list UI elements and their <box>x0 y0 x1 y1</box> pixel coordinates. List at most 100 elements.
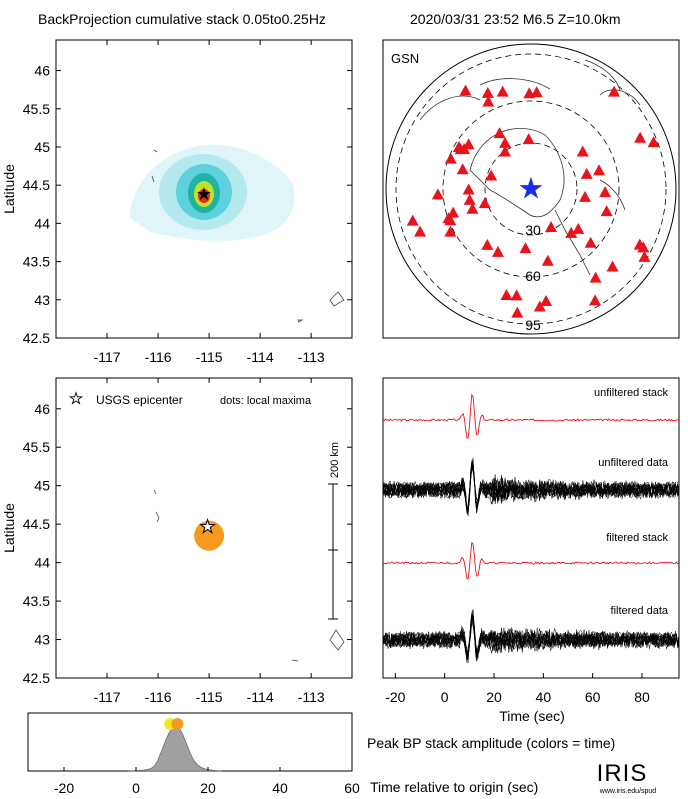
local-maximum-dot <box>194 520 225 551</box>
iris-logo-text: IRIS <box>597 760 648 787</box>
ring-label-60: 60 <box>525 268 541 284</box>
x-tick-label: -115 <box>196 349 223 365</box>
station-triangle <box>459 84 472 96</box>
station-triangle <box>511 306 524 318</box>
station-triangle <box>444 152 457 164</box>
x-tick-label: 60 <box>585 689 601 705</box>
peak-time-dots <box>164 718 184 730</box>
label-filtered-data: filtered data <box>611 605 669 617</box>
station-triangle <box>522 133 535 145</box>
unfiltered-data-trace <box>382 462 680 511</box>
station-triangle <box>493 127 506 139</box>
unfiltered-data-trace <box>382 457 680 510</box>
x-tick-label: 0 <box>132 780 140 796</box>
station-triangle <box>572 222 585 234</box>
network-label: GSN <box>391 51 419 66</box>
y-tick-label: 43.5 <box>23 593 50 609</box>
station-triangle <box>637 241 650 253</box>
y-tick-label: 42.5 <box>23 670 50 686</box>
waveform-xlabel: Time (sec) <box>499 708 565 724</box>
station-triangle <box>491 245 504 257</box>
figure-title: BackProjection cumulative stack 0.05to0.… <box>38 11 326 27</box>
x-tick-label: -20 <box>54 780 74 796</box>
y-tick-label: 44 <box>34 555 50 571</box>
station-triangle <box>519 242 532 254</box>
station-triangle <box>647 136 660 148</box>
station-triangle <box>463 193 476 205</box>
y-tick-label: 45 <box>34 478 50 494</box>
unfiltered-stack-trace <box>382 393 680 439</box>
station-triangle <box>593 164 606 176</box>
y-tick-label: 43.5 <box>23 254 50 270</box>
station-triangle <box>589 294 602 306</box>
cumulative-stack-panel: ★ -117 -116 -115 -114 -113 42.5 43 43.5 44 44.5 45… <box>1 39 353 365</box>
x-tick-label: -113 <box>298 349 325 365</box>
scale-bar-label: 200 km <box>329 442 341 478</box>
filtered-data-trace <box>382 615 680 664</box>
station-triangle <box>496 85 509 97</box>
axes-peak-amplitude: -20 0 20 40 60 <box>54 767 360 796</box>
x-tick-label: -113 <box>298 689 325 705</box>
legend-star-icon: ★ <box>69 391 82 408</box>
station-triangle <box>452 141 465 153</box>
ring-60 <box>442 100 620 278</box>
x-tick-label: -116 <box>145 349 172 365</box>
station-triangle <box>576 145 589 157</box>
x-tick-label: -114 <box>247 349 274 365</box>
station-triangle <box>606 260 619 272</box>
station-triangle <box>500 288 513 300</box>
x-tick-label: 20 <box>486 689 502 705</box>
peak-amplitude-xlabel: Time relative to origin (sec) <box>370 779 538 795</box>
y-tick-label: 46 <box>34 63 50 79</box>
x-tick-label: 80 <box>634 689 650 705</box>
event-header: 2020/03/31 23:52 M6.5 Z=10.0km <box>410 11 621 27</box>
station-triangle <box>599 186 612 198</box>
station-triangle <box>608 85 621 97</box>
station-triangle <box>466 202 479 214</box>
filtered-stack-trace <box>382 541 680 580</box>
station-triangle <box>481 86 494 98</box>
station-map-frame <box>382 39 680 339</box>
peak-amplitude-panel: -20 0 20 40 60 Peak BP stack amplitude (colo… <box>27 712 615 796</box>
legend-epicenter-text: USGS epicenter <box>96 393 183 407</box>
x-tick-label: 20 <box>200 780 216 796</box>
blue-star-icon: ★ <box>518 173 545 206</box>
y-tick-label: 45.5 <box>23 439 50 455</box>
station-triangle <box>406 214 419 226</box>
axes-stack-map: -117 -116 -115 -114 -113 42.5 43 43.5 44 44.5 45 45… <box>1 40 352 365</box>
filtered-data-trace <box>382 613 680 662</box>
y-tick-label: 42.5 <box>23 330 50 346</box>
ring-95 <box>395 53 667 325</box>
peak-amplitude-title: Peak BP stack amplitude (colors = time) <box>367 735 615 751</box>
unfiltered-data-trace <box>382 464 680 515</box>
station-triangle <box>456 163 469 175</box>
station-triangle <box>444 225 457 237</box>
station-triangle <box>462 138 475 150</box>
ring-label-30: 30 <box>525 222 541 238</box>
y-tick-label: 45.5 <box>23 101 50 117</box>
peak-time-dot <box>171 718 184 730</box>
x-tick-label: 60 <box>344 780 360 796</box>
x-tick-label: 0 <box>441 689 449 705</box>
station-triangle <box>541 254 554 266</box>
station-triangle <box>634 131 647 143</box>
y-tick-label: 45 <box>34 139 50 155</box>
x-tick-label: -20 <box>385 689 405 705</box>
ring-30 <box>484 142 578 236</box>
station-triangle <box>431 188 444 200</box>
station-triangle <box>600 205 613 217</box>
station-triangle <box>565 226 578 238</box>
ring-label-95: 95 <box>525 317 541 333</box>
local-maxima-panel: ★ USGS epicenter dots: local maxima 200 … <box>1 377 353 705</box>
stack-heatmap <box>130 144 295 241</box>
y-tick-label: 44 <box>34 215 50 231</box>
x-tick-label: -114 <box>247 689 274 705</box>
station-triangle <box>444 214 457 226</box>
x-tick-label: -117 <box>94 689 121 705</box>
axes-local-maxima: -117 -116 -115 -114 -113 42.5 43 43.5 44 44.5 45 45… <box>1 378 352 705</box>
filtered-data-trace <box>382 617 680 663</box>
label-unfiltered-data: unfiltered data <box>598 457 669 469</box>
unfiltered-data-trace <box>382 469 680 516</box>
station-triangle <box>499 136 512 148</box>
